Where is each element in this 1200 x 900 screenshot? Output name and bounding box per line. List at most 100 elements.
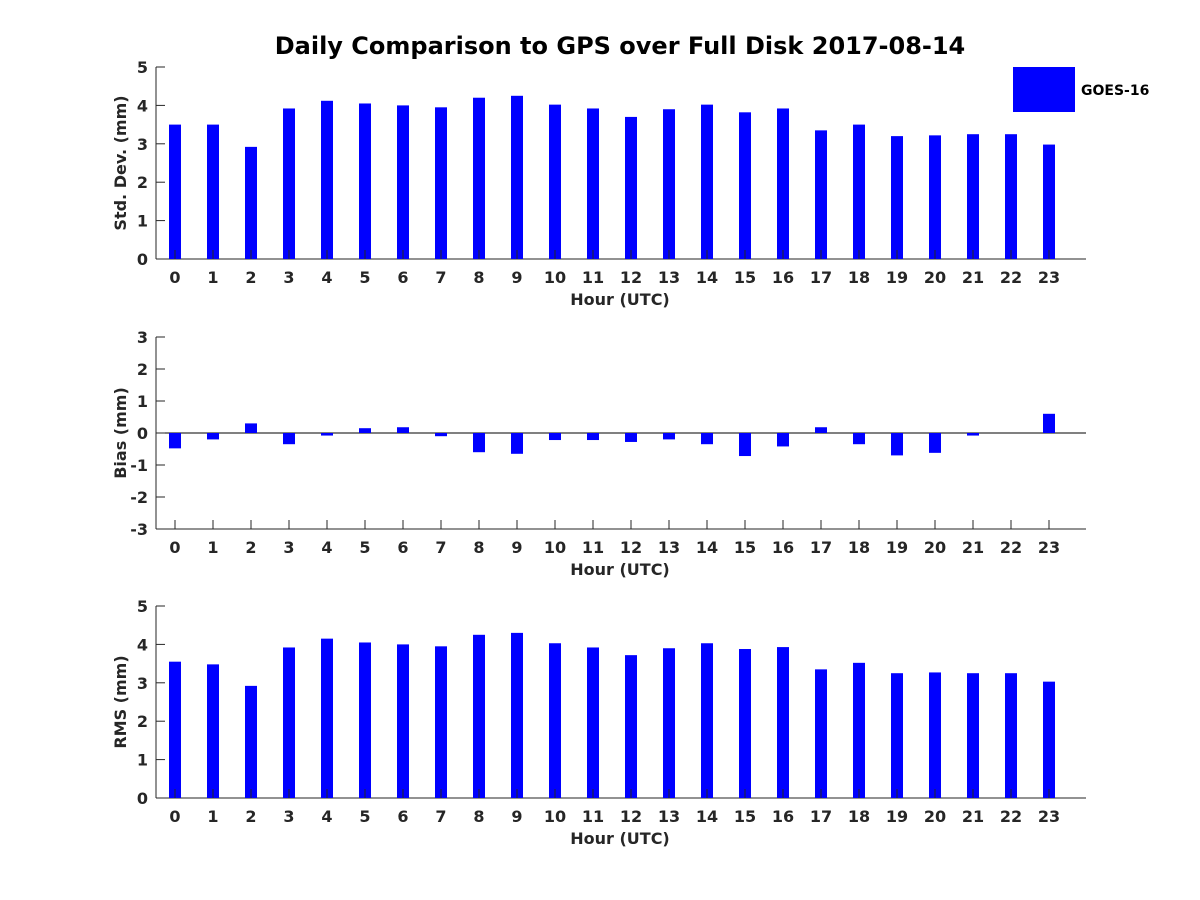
x-tick-label: 5 — [359, 268, 370, 287]
y-tick-label: 4 — [137, 96, 148, 115]
x-tick-label: 2 — [245, 538, 256, 557]
bar-rms-hour-15 — [739, 649, 751, 798]
x-tick-label: 11 — [582, 268, 604, 287]
x-tick-label: 22 — [1000, 807, 1022, 826]
bar-bias-hour-13 — [663, 433, 675, 440]
bar-bias-hour-6 — [397, 427, 409, 433]
bar-bias-hour-0 — [169, 433, 181, 449]
x-tick-label: 16 — [772, 268, 794, 287]
x-tick-label: 16 — [772, 807, 794, 826]
x-tick-label: 22 — [1000, 268, 1022, 287]
x-tick-label: 13 — [658, 538, 680, 557]
bar-rms-hour-14 — [701, 643, 713, 798]
bar-bias-hour-4 — [321, 433, 333, 436]
bar-rms-hour-9 — [511, 632, 523, 798]
x-tick-label: 1 — [207, 268, 218, 287]
x-tick-label: 2 — [245, 807, 256, 826]
bar-bias-hour-2 — [245, 423, 257, 433]
bar-bias-hour-17 — [815, 427, 827, 433]
bar-rms-hour-18 — [853, 662, 865, 798]
bar-std-dev-hour-13 — [663, 109, 675, 260]
x-tick-label: 13 — [658, 268, 680, 287]
bar-bias-hour-23 — [1043, 413, 1055, 433]
bar-bias-hour-16 — [777, 433, 789, 447]
bar-bias-hour-5 — [359, 428, 371, 433]
bar-bias-hour-19 — [891, 433, 903, 456]
x-tick-label: 10 — [544, 268, 566, 287]
x-tick-label: 5 — [359, 807, 370, 826]
bar-bias-hour-10 — [549, 433, 561, 441]
y-tick-label: 2 — [137, 360, 148, 379]
y-tick-label: 3 — [137, 328, 148, 347]
bar-rms-hour-10 — [549, 643, 561, 798]
y-tick-label: -2 — [130, 488, 148, 507]
x-tick-label: 8 — [473, 268, 484, 287]
x-tick-label: 15 — [734, 807, 756, 826]
x-tick-label: 18 — [848, 807, 870, 826]
y-tick-label: 5 — [137, 58, 148, 77]
bar-rms-hour-16 — [777, 647, 789, 798]
x-tick-label: 23 — [1038, 807, 1060, 826]
bar-bias-hour-20 — [929, 433, 941, 453]
x-tick-label: 9 — [511, 538, 522, 557]
bar-std-dev-hour-7 — [435, 107, 447, 259]
x-tick-label: 15 — [734, 268, 756, 287]
bar-bias-hour-15 — [739, 433, 751, 457]
bar-rms-hour-11 — [587, 647, 599, 798]
bar-bias-hour-14 — [701, 433, 713, 445]
bar-std-dev-hour-9 — [511, 95, 523, 259]
legend-swatch-goes-16 — [1013, 67, 1075, 112]
bar-std-dev-hour-18 — [853, 124, 865, 259]
x-tick-label: 17 — [810, 538, 832, 557]
y-tick-label: 0 — [137, 789, 148, 808]
x-tick-label: 19 — [886, 807, 908, 826]
y-tick-label: 1 — [137, 751, 148, 770]
x-tick-label: 6 — [397, 807, 408, 826]
bar-rms-hour-5 — [359, 642, 371, 798]
x-tick-label: 6 — [397, 268, 408, 287]
x-axis-label: Hour (UTC) — [570, 290, 670, 309]
x-tick-label: 12 — [620, 538, 642, 557]
y-tick-label: 5 — [137, 597, 148, 616]
bar-std-dev-hour-17 — [815, 130, 827, 259]
legend: GOES-16 — [1013, 67, 1149, 112]
x-tick-label: 0 — [169, 268, 180, 287]
x-tick-label: 7 — [435, 538, 446, 557]
bar-rms-hour-13 — [663, 648, 675, 798]
x-tick-label: 20 — [924, 268, 946, 287]
bar-std-dev-hour-4 — [321, 100, 333, 260]
bar-std-dev-hour-8 — [473, 97, 485, 259]
y-tick-label: 2 — [137, 173, 148, 192]
x-tick-label: 21 — [962, 538, 984, 557]
y-tick-label: 0 — [137, 424, 148, 443]
x-tick-label: 16 — [772, 538, 794, 557]
bar-std-dev-hour-22 — [1005, 134, 1017, 259]
x-tick-label: 21 — [962, 268, 984, 287]
bar-std-dev-hour-0 — [169, 124, 181, 259]
y-tick-label: 4 — [137, 635, 148, 654]
bar-rms-hour-0 — [169, 661, 181, 798]
x-tick-label: 14 — [696, 268, 718, 287]
bar-std-dev-hour-19 — [891, 136, 903, 259]
x-tick-label: 1 — [207, 807, 218, 826]
x-tick-label: 7 — [435, 807, 446, 826]
x-tick-label: 20 — [924, 538, 946, 557]
x-axis-label: Hour (UTC) — [570, 560, 670, 579]
x-tick-label: 23 — [1038, 268, 1060, 287]
y-tick-label: 1 — [137, 212, 148, 231]
bar-rms-hour-12 — [625, 655, 637, 798]
x-tick-label: 12 — [620, 268, 642, 287]
x-tick-label: 14 — [696, 538, 718, 557]
x-tick-label: 18 — [848, 538, 870, 557]
bar-std-dev-hour-21 — [967, 134, 979, 259]
y-tick-label: 1 — [137, 392, 148, 411]
bar-std-dev-hour-5 — [359, 103, 371, 259]
y-tick-label: 3 — [137, 135, 148, 154]
x-tick-label: 9 — [511, 268, 522, 287]
x-tick-label: 19 — [886, 268, 908, 287]
bar-rms-hour-6 — [397, 644, 409, 798]
x-tick-label: 23 — [1038, 538, 1060, 557]
